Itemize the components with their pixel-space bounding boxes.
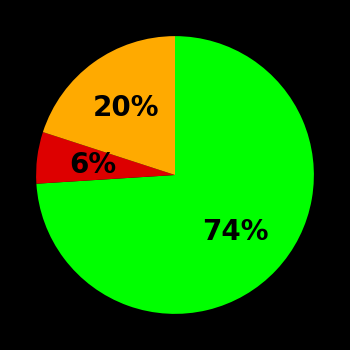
Wedge shape [43,36,175,175]
Text: 20%: 20% [93,93,159,121]
Text: 6%: 6% [69,150,116,178]
Wedge shape [36,132,175,184]
Wedge shape [36,36,314,314]
Text: 74%: 74% [203,218,269,246]
